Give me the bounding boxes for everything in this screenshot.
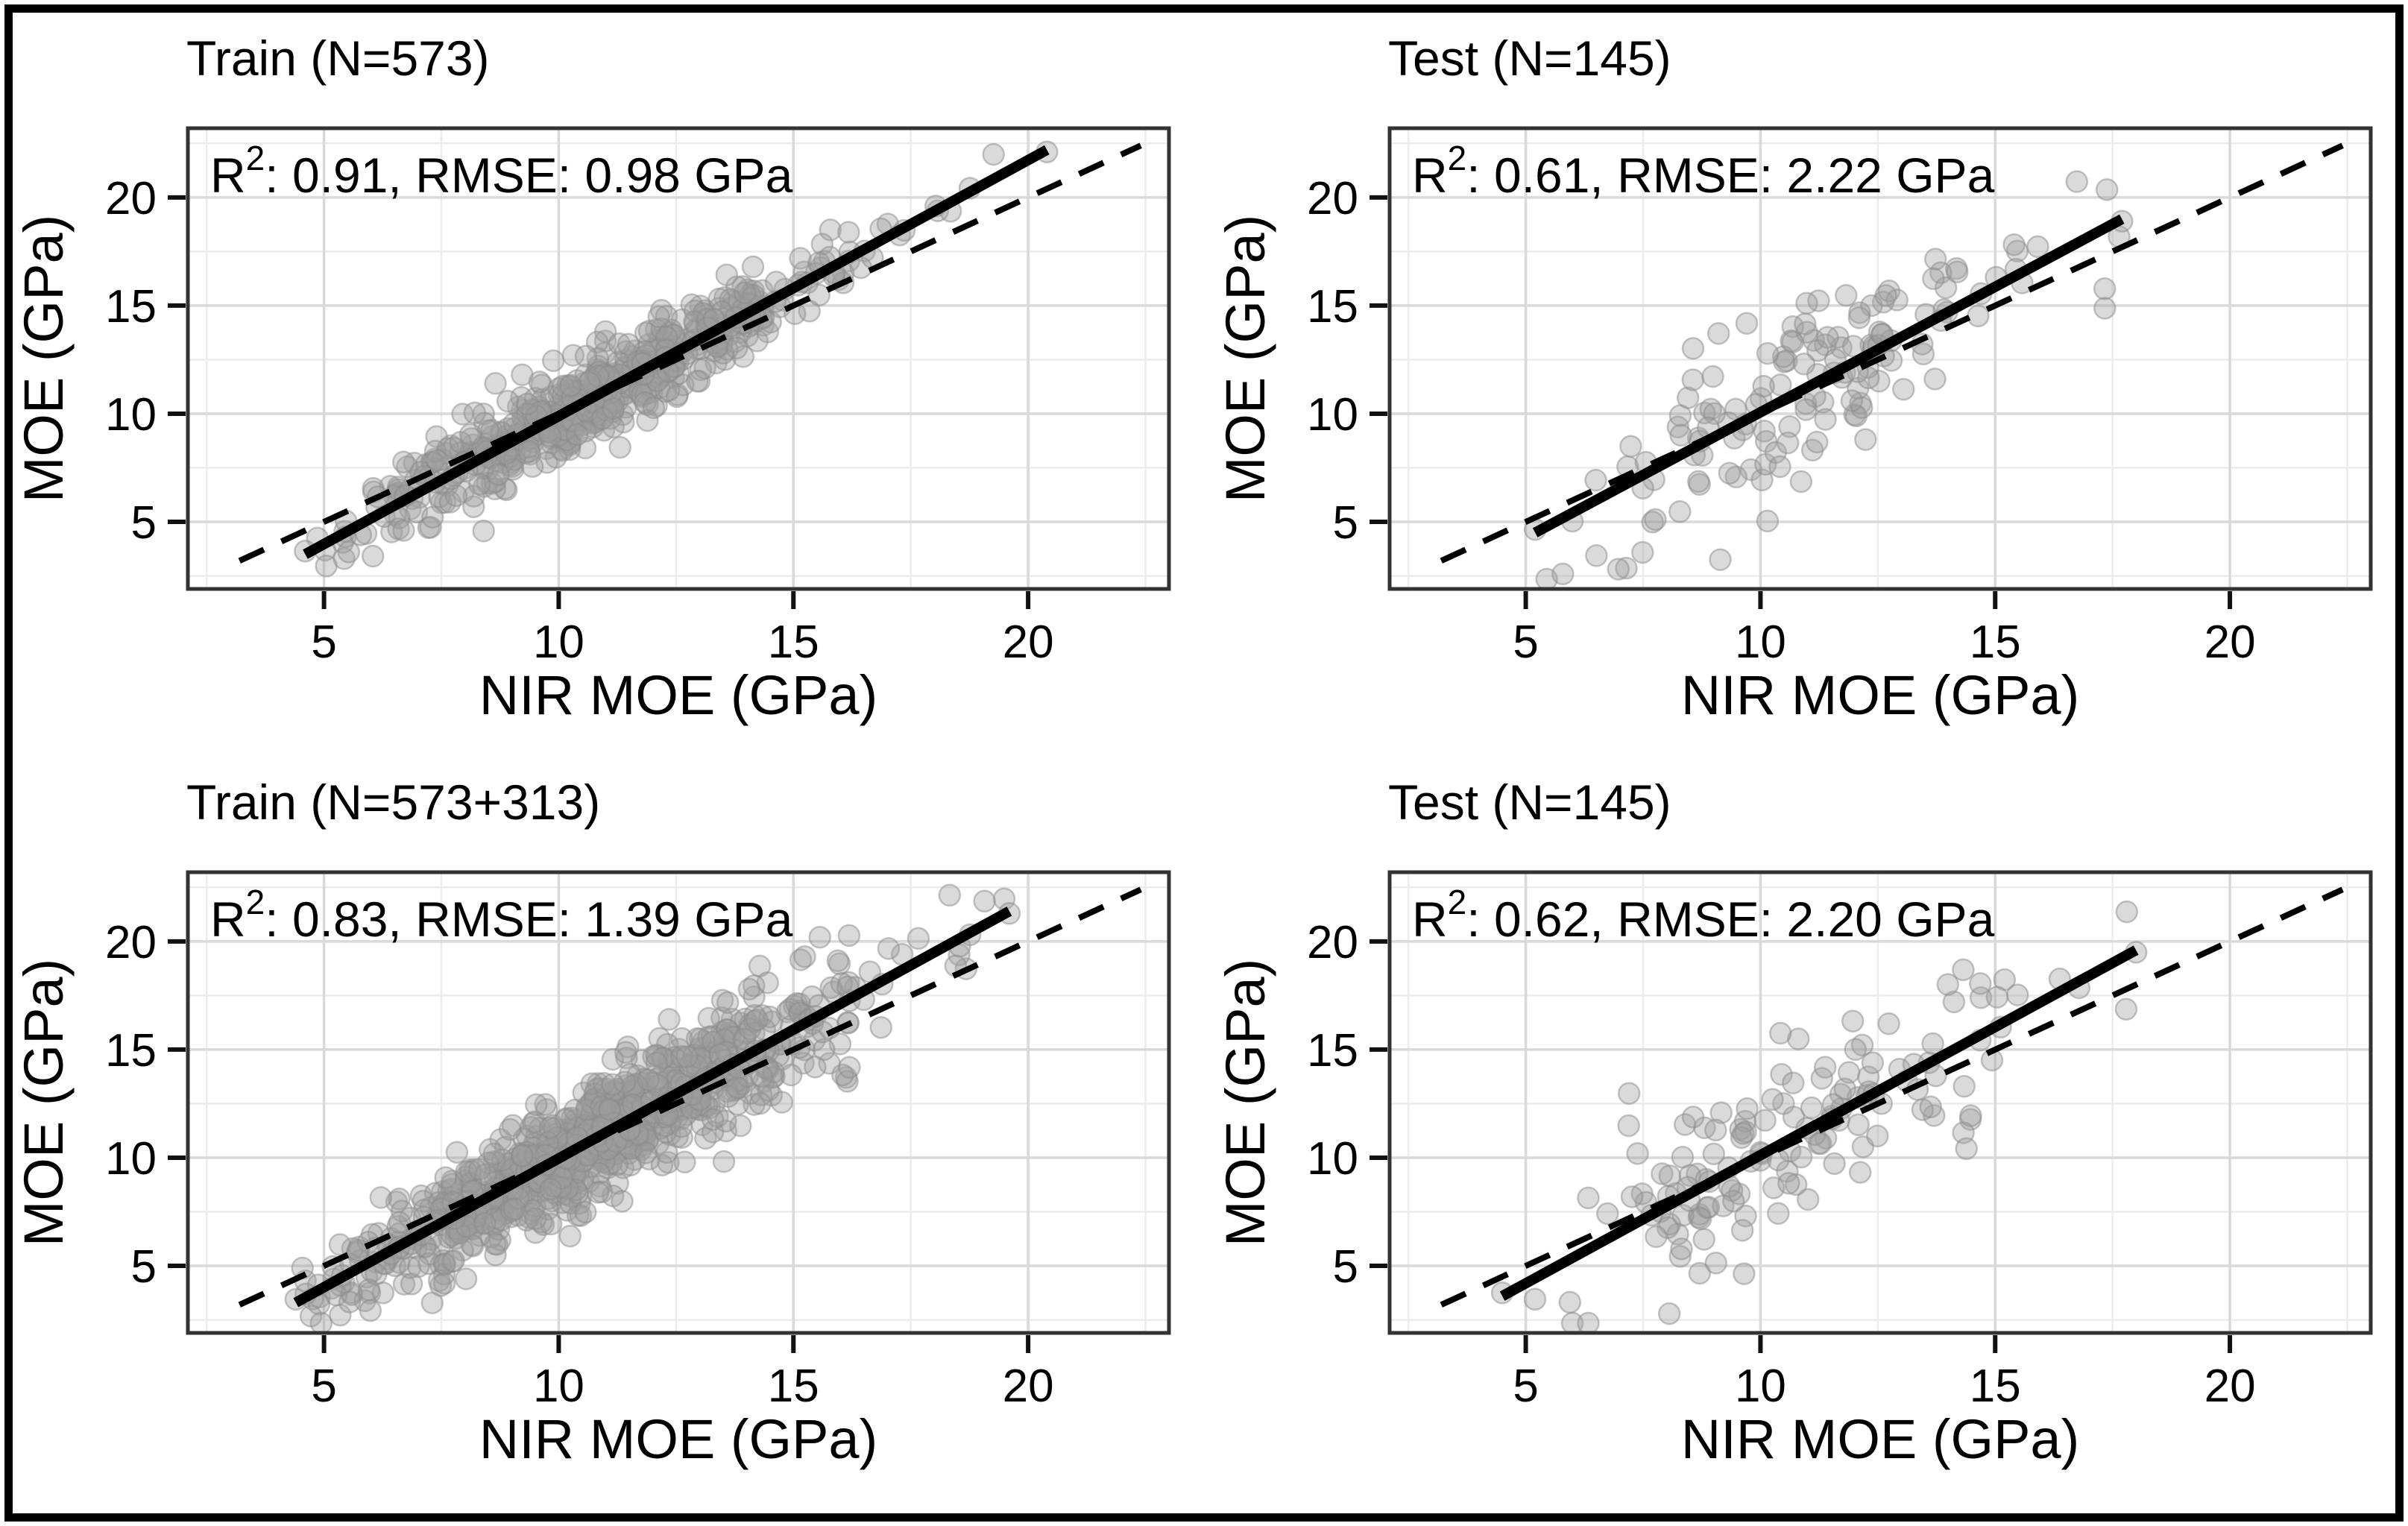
y-tick-label: 20	[105, 917, 157, 968]
panel-title: Train (N=573+313)	[186, 775, 600, 830]
y-axis-label: MOE (GPa)	[13, 959, 75, 1246]
y-tick-label: 5	[131, 1241, 157, 1293]
y-tick-label: 10	[1307, 389, 1358, 441]
x-axis-label: NIR MOE (GPa)	[479, 1408, 877, 1470]
x-axis-label: NIR MOE (GPa)	[1681, 1408, 2079, 1470]
y-tick-label: 20	[1307, 173, 1358, 224]
x-tick-label: 20	[1003, 1361, 1054, 1412]
identity-line	[238, 142, 1142, 564]
plot-area: 5 5 10 10 15 15 20 20	[1307, 870, 2373, 1412]
x-tick-label: 10	[1735, 617, 1786, 668]
fit-line	[303, 145, 1050, 559]
panel-test-145-bottom: 5 5 10 10 15 15 20 20 Test (N=145) R2: 0.62, RM…	[1214, 775, 2373, 1470]
y-axis-label: MOE (GPa)	[13, 215, 75, 502]
panel-title: Test (N=145)	[1388, 31, 1671, 86]
x-tick-label: 15	[1970, 1361, 2021, 1412]
x-tick-label: 10	[1735, 1361, 1786, 1412]
y-axis-label: MOE (GPa)	[1214, 959, 1276, 1246]
y-tick-label: 5	[131, 497, 157, 549]
y-tick-label: 15	[1307, 281, 1358, 332]
x-tick-label: 20	[2204, 1361, 2256, 1412]
r2-annotation: R2: 0.61, RMSE: 2.22 GPa	[1412, 139, 1995, 203]
x-axis-label: NIR MOE (GPa)	[1681, 664, 2079, 726]
panel-title: Test (N=145)	[1388, 775, 1671, 830]
panel-title: Train (N=573)	[186, 31, 490, 86]
x-tick-label: 10	[533, 1361, 584, 1412]
y-tick-label: 20	[1307, 917, 1358, 968]
r2-annotation: R2: 0.62, RMSE: 2.20 GPa	[1412, 883, 1995, 947]
x-tick-label: 20	[1003, 617, 1054, 668]
panel-border	[1387, 870, 2373, 1335]
y-tick-label: 5	[1333, 497, 1358, 549]
plot-area: 5 5 10 10 15 15 20 20	[105, 126, 1171, 668]
x-tick-label: 15	[1970, 617, 2021, 668]
panel-train-573-313: 5 5 10 10 15 15 20 20 Train (N=573+313) R2: 0.8…	[13, 775, 1171, 1470]
plot-area: 5 5 10 10 15 15 20 20	[1307, 126, 2373, 668]
fit-line	[1499, 945, 2139, 1301]
panel-border	[186, 870, 1171, 1335]
x-tick-label: 20	[2204, 617, 2256, 668]
plot-area: 5 5 10 10 15 15 20 20	[105, 870, 1171, 1412]
y-tick-label: 15	[105, 281, 157, 332]
x-tick-label: 5	[1513, 617, 1538, 668]
x-axis-label: NIR MOE (GPa)	[479, 664, 877, 726]
y-tick-label: 10	[105, 389, 157, 441]
fit-line	[1532, 214, 2125, 537]
y-tick-label: 5	[1333, 1241, 1358, 1293]
r2-annotation: R2: 0.91, RMSE: 0.98 GPa	[210, 139, 793, 203]
y-tick-label: 20	[105, 173, 157, 224]
fit-line	[293, 907, 1012, 1308]
panel-border	[186, 126, 1171, 591]
x-tick-label: 15	[768, 1361, 819, 1412]
panel-test-145-top: 5 5 10 10 15 15 20 20 Test (N=145) R2: 0.61, RM…	[1214, 31, 2373, 726]
identity-line	[1440, 886, 2344, 1308]
x-tick-label: 15	[768, 617, 819, 668]
y-tick-label: 15	[105, 1025, 157, 1076]
y-tick-label: 10	[1307, 1133, 1358, 1185]
y-axis-label: MOE (GPa)	[1214, 215, 1276, 502]
x-tick-label: 5	[311, 1361, 336, 1412]
panel-border	[1387, 126, 2373, 591]
x-tick-label: 10	[533, 617, 584, 668]
r2-annotation: R2: 0.83, RMSE: 1.39 GPa	[210, 883, 793, 947]
panel-train-573: 5 5 10 10 15 15 20 20 Train (N=573) R2: 0.91, R…	[13, 31, 1171, 726]
y-tick-label: 15	[1307, 1025, 1358, 1076]
x-tick-label: 5	[1513, 1361, 1538, 1412]
identity-line	[238, 886, 1142, 1308]
identity-line	[1440, 142, 2344, 564]
x-tick-label: 5	[311, 617, 336, 668]
y-tick-label: 10	[105, 1133, 157, 1185]
